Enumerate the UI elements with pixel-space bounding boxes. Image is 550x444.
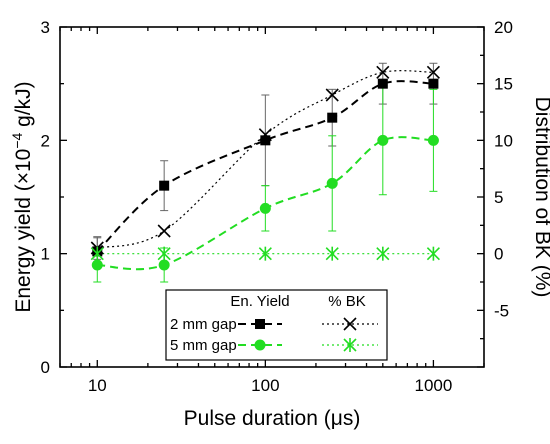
legend-sample-marker-bk-5mm — [343, 338, 357, 352]
legend-label-5mm: 5 mm gap — [170, 337, 237, 354]
right-y-axis-ticks: -5 0 5 10 15 20 — [477, 18, 513, 368]
left-y-tick-label: 3 — [41, 18, 50, 37]
legend-sample-marker-yield-2mm — [255, 319, 265, 329]
right-y-tick-label: 0 — [494, 245, 503, 264]
yield-5mm-marker — [158, 259, 170, 271]
yield-2mm-marker — [377, 78, 388, 89]
right-y-tick-label: -5 — [494, 301, 509, 320]
data-markers — [90, 65, 440, 271]
right-y-tick-label: 5 — [494, 188, 503, 207]
yield-5mm-marker — [377, 134, 389, 146]
series-lines — [96, 70, 434, 271]
bk-2mm-marker — [376, 65, 390, 79]
yield-2mm-marker — [260, 135, 271, 146]
x-axis-title: Pulse duration (μs) — [184, 407, 361, 430]
right-y-axis-title: Distribution of BK (%) — [531, 97, 550, 298]
left-y-tick-label: 0 — [41, 358, 50, 377]
x-tick-label: 100 — [251, 376, 279, 395]
right-y-tick-label: 10 — [494, 131, 513, 150]
legend-samples — [238, 317, 378, 352]
bk-5mm-marker — [325, 246, 339, 261]
left-y-axis-title: Energy yield (×10−4 g/kJ) — [9, 81, 35, 312]
left-y-axis-ticks: 0 1 2 3 — [41, 18, 67, 377]
yield-5mm-marker — [91, 259, 103, 271]
legend-header-yield: En. Yield — [230, 293, 289, 310]
x-marker-stroke — [157, 224, 171, 238]
bk-2mm-line — [97, 70, 434, 249]
x-tick-label: 10 — [88, 376, 107, 395]
yield-2mm-line — [96, 80, 434, 253]
yield-2mm-marker — [159, 180, 170, 191]
left-y-tick-label: 1 — [41, 245, 50, 264]
yield-2mm-marker — [327, 112, 338, 123]
x-marker-stroke — [258, 128, 272, 142]
legend-label-2mm: 2 mm gap — [170, 316, 237, 333]
left-y-axis-title-exponent: −4 — [9, 132, 25, 148]
bk-2mm-marker — [258, 128, 272, 142]
yield-5mm-line — [97, 136, 434, 271]
bk-2mm-marker — [325, 88, 339, 102]
x-marker-stroke — [343, 317, 357, 331]
bk-5mm-marker — [258, 246, 272, 261]
yield-5mm-marker — [259, 202, 271, 214]
yield-5mm-marker — [427, 134, 439, 146]
legend-sample-marker-yield-5mm — [254, 339, 266, 351]
yield-5mm-marker — [326, 177, 338, 189]
x-marker-stroke — [426, 65, 440, 79]
left-y-tick-label: 2 — [41, 131, 50, 150]
legend-header-bk: % BK — [328, 293, 366, 310]
legend-sample-marker-bk-2mm — [343, 317, 357, 331]
legend: En. Yield % BK 2 mm gap 5 mm gap — [165, 289, 388, 361]
bk-2mm-marker — [426, 65, 440, 79]
bk-2mm-marker — [157, 224, 171, 238]
left-y-axis-title-unit: g/kJ) — [12, 81, 35, 132]
bk-5mm-marker — [376, 246, 390, 261]
x-marker-stroke — [376, 65, 390, 79]
x-axis-ticks: 10 100 1000 — [59, 27, 485, 395]
yield-2mm-marker — [428, 78, 439, 89]
right-y-tick-label: 20 — [494, 18, 513, 37]
bk-5mm-marker — [426, 246, 440, 261]
x-tick-label: 1000 — [414, 376, 452, 395]
left-y-axis-title-main: Energy yield (×10 — [12, 149, 35, 313]
bk-5mm-marker — [90, 246, 104, 261]
x-marker-stroke — [325, 88, 339, 102]
bk-5mm-marker — [157, 246, 171, 261]
right-y-tick-label: 15 — [494, 75, 513, 94]
